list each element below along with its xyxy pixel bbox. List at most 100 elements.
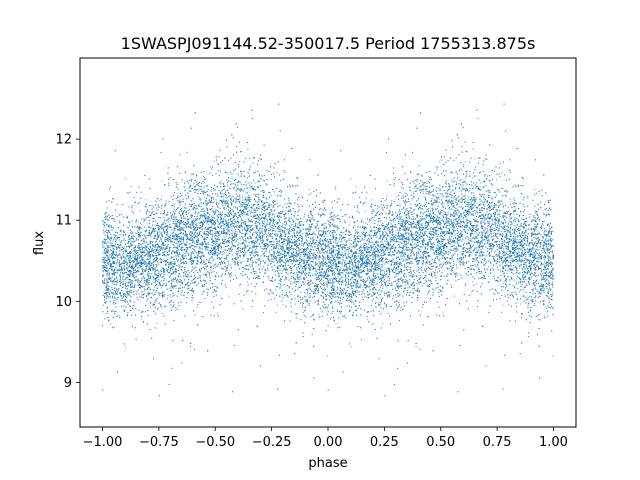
data-point xyxy=(113,273,115,275)
data-point xyxy=(429,200,431,202)
data-point xyxy=(296,225,298,227)
data-point xyxy=(480,221,482,223)
data-point xyxy=(469,187,471,189)
data-point xyxy=(449,193,451,195)
data-point xyxy=(465,239,467,241)
data-point xyxy=(239,285,241,287)
data-point xyxy=(116,237,118,239)
data-point xyxy=(552,272,554,274)
data-point xyxy=(104,267,106,269)
data-point xyxy=(537,257,539,259)
data-point xyxy=(190,262,192,264)
data-point xyxy=(361,265,363,267)
data-point xyxy=(546,284,548,286)
data-point xyxy=(467,199,469,201)
data-point xyxy=(322,239,324,241)
data-point xyxy=(520,258,522,260)
data-point xyxy=(141,223,143,225)
data-point xyxy=(516,261,518,263)
data-point xyxy=(293,231,295,233)
data-point xyxy=(506,249,508,251)
data-point xyxy=(378,282,380,284)
data-point xyxy=(278,259,280,261)
data-point xyxy=(235,230,237,232)
data-point xyxy=(225,222,227,224)
data-point xyxy=(360,308,362,310)
data-point xyxy=(471,187,473,189)
data-point xyxy=(217,237,219,239)
data-point xyxy=(110,245,112,247)
data-point xyxy=(394,235,396,237)
data-point xyxy=(384,200,386,202)
data-point xyxy=(495,241,497,243)
data-point xyxy=(366,274,368,276)
data-point xyxy=(538,319,540,321)
data-point xyxy=(447,214,449,216)
data-point xyxy=(516,277,518,279)
data-point xyxy=(188,269,190,271)
data-point xyxy=(422,184,424,186)
data-point xyxy=(239,203,241,205)
data-point xyxy=(279,279,281,281)
data-point xyxy=(374,267,376,269)
data-point xyxy=(389,204,391,206)
data-point xyxy=(328,240,330,242)
data-point xyxy=(505,232,507,234)
data-point xyxy=(408,216,410,218)
data-point xyxy=(217,253,219,255)
data-point xyxy=(513,279,515,281)
data-point xyxy=(178,273,180,275)
data-point xyxy=(386,180,388,182)
data-point xyxy=(137,245,139,247)
data-point xyxy=(309,237,311,239)
data-point xyxy=(136,265,138,267)
data-point xyxy=(213,258,215,260)
data-point xyxy=(521,247,523,249)
data-point xyxy=(239,239,241,241)
data-point xyxy=(190,289,192,291)
data-point xyxy=(329,267,331,269)
data-point xyxy=(289,267,291,269)
data-point xyxy=(405,276,407,278)
data-point xyxy=(488,266,490,268)
data-point xyxy=(550,251,552,253)
data-point xyxy=(174,205,176,207)
data-point xyxy=(263,246,265,248)
data-point xyxy=(372,246,374,248)
data-point xyxy=(231,203,233,205)
data-point xyxy=(400,212,402,214)
data-point xyxy=(161,180,163,182)
data-point xyxy=(452,224,454,226)
data-point xyxy=(329,278,331,280)
data-point xyxy=(222,214,224,216)
data-point xyxy=(439,217,441,219)
data-point xyxy=(464,285,466,287)
data-point xyxy=(506,229,508,231)
data-point xyxy=(438,249,440,251)
data-point xyxy=(522,228,524,230)
data-point xyxy=(453,220,455,222)
data-point xyxy=(552,355,554,357)
data-point xyxy=(210,263,212,265)
data-point xyxy=(378,244,380,246)
data-point xyxy=(418,223,420,225)
data-point xyxy=(258,206,260,208)
data-point xyxy=(421,226,423,228)
data-point xyxy=(533,242,535,244)
data-point xyxy=(274,269,276,271)
data-point xyxy=(351,277,353,279)
data-point xyxy=(318,314,320,316)
data-point xyxy=(250,221,252,223)
data-point xyxy=(213,161,215,163)
data-point xyxy=(170,296,172,298)
data-point xyxy=(412,282,414,284)
data-point xyxy=(167,225,169,227)
data-point xyxy=(405,226,407,228)
data-point xyxy=(314,268,316,270)
data-point xyxy=(499,269,501,271)
data-point xyxy=(128,224,130,226)
data-point xyxy=(230,180,232,182)
data-point xyxy=(242,199,244,201)
data-point xyxy=(435,230,437,232)
data-point xyxy=(395,237,397,239)
